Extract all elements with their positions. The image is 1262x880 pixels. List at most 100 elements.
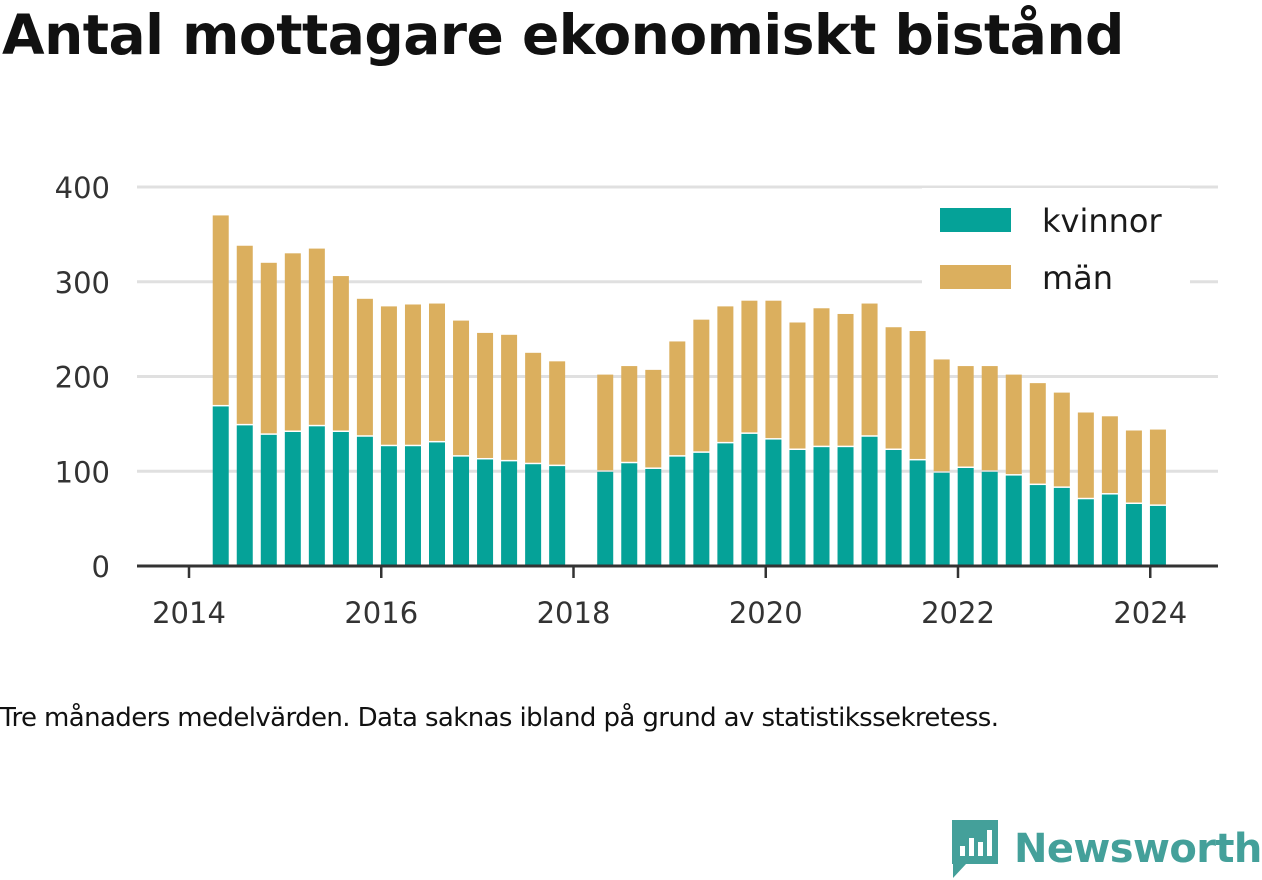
bar-man (236, 245, 253, 424)
bar-kvinnor (1005, 475, 1022, 566)
bar-man (501, 334, 518, 460)
bar-man (1005, 374, 1022, 475)
bar-man (741, 300, 758, 433)
y-tick-label: 100 (55, 455, 110, 489)
x-tick-label: 2024 (1113, 596, 1187, 630)
bar-man (669, 341, 686, 456)
bar-man (404, 304, 421, 445)
legend-swatch-man (940, 265, 1011, 289)
x-tick-label: 2018 (537, 596, 611, 630)
bar-man (693, 319, 710, 452)
bar-kvinnor (789, 450, 806, 566)
y-axis-ticks: 0 100 200 300 400 (55, 171, 110, 584)
bar-kvinnor (332, 432, 349, 566)
bar-kvinnor (236, 425, 253, 566)
bar-kvinnor (813, 447, 830, 566)
bar-kvinnor (909, 460, 926, 566)
bar-man (332, 276, 349, 431)
bar-kvinnor (645, 468, 662, 566)
bar-kvinnor (429, 442, 446, 566)
bar-kvinnor (308, 426, 325, 566)
bar-man (789, 322, 806, 449)
newsworthy-logo-icon (952, 820, 998, 878)
x-tick-label: 2020 (729, 596, 803, 630)
bar-kvinnor (284, 432, 301, 566)
bar-kvinnor (260, 434, 277, 566)
bar-man (837, 313, 854, 446)
bar-kvinnor (933, 472, 950, 566)
brand-name: Newsworthy (1014, 826, 1262, 872)
bar-kvinnor (861, 436, 878, 566)
stacked-bar-chart: 0 100 200 300 400 2014 2016 2018 2020 2022 2024 k… (55, 171, 1218, 630)
legend-label-kvinnor: kvinnor (1042, 202, 1163, 240)
bar-kvinnor (885, 450, 902, 566)
bar-man (909, 331, 926, 459)
bar-kvinnor (404, 446, 421, 566)
bar-man (981, 366, 998, 471)
bar-man (1029, 383, 1046, 484)
bar-kvinnor (525, 464, 542, 566)
bar-man (1149, 429, 1166, 505)
x-tick-label: 2016 (344, 596, 418, 630)
bar-man (212, 215, 229, 405)
bar-kvinnor (1101, 494, 1118, 566)
x-tick-label: 2022 (921, 596, 995, 630)
bar-kvinnor (1029, 485, 1046, 566)
bar-kvinnor (212, 406, 229, 566)
bar-man (356, 298, 373, 436)
chart-caption: Tre månaders medelvärden. Data saknas ib… (0, 703, 999, 733)
bar-man (933, 359, 950, 472)
legend: kvinnor män (922, 188, 1190, 312)
bar-man (380, 306, 397, 445)
bar-kvinnor (1077, 499, 1094, 566)
bar-kvinnor (981, 471, 998, 566)
bar-kvinnor (621, 463, 638, 566)
legend-label-man: män (1042, 259, 1113, 297)
bar-kvinnor (356, 436, 373, 566)
bar-man (429, 303, 446, 441)
y-tick-label: 300 (55, 266, 110, 300)
bar-man (645, 369, 662, 468)
bar-man (549, 361, 566, 465)
y-tick-label: 200 (55, 361, 110, 395)
bar-kvinnor (1053, 487, 1070, 566)
bar-man (597, 374, 614, 471)
bar-kvinnor (501, 461, 518, 566)
bars (212, 215, 1166, 566)
bar-kvinnor (453, 456, 470, 566)
bar-man (477, 332, 494, 458)
bar-man (861, 303, 878, 436)
bar-kvinnor (380, 446, 397, 566)
bar-kvinnor (837, 447, 854, 566)
bar-kvinnor (741, 433, 758, 566)
bar-man (260, 262, 277, 434)
y-tick-label: 0 (92, 550, 110, 584)
x-tick-label: 2014 (152, 596, 226, 630)
y-tick-label: 400 (55, 171, 110, 205)
bar-kvinnor (693, 452, 710, 566)
bar-kvinnor (1149, 505, 1166, 566)
bar-man (1125, 430, 1142, 503)
bar-man (885, 327, 902, 449)
bar-man (308, 248, 325, 425)
bar-kvinnor (765, 439, 782, 566)
legend-swatch-kvinnor (940, 208, 1011, 232)
brand-logo: Newsworthy (950, 818, 1262, 880)
bar-man (813, 308, 830, 446)
bar-kvinnor (717, 443, 734, 566)
bar-kvinnor (957, 468, 974, 566)
bar-kvinnor (1125, 504, 1142, 566)
bar-kvinnor (477, 459, 494, 566)
bar-man (525, 352, 542, 463)
x-axis: 2014 2016 2018 2020 2022 2024 (137, 564, 1218, 630)
bar-kvinnor (549, 466, 566, 566)
bar-man (1101, 416, 1118, 494)
bar-man (1053, 392, 1070, 487)
bar-man (765, 300, 782, 439)
bar-man (717, 306, 734, 442)
bar-man (453, 320, 470, 456)
bar-man (284, 253, 301, 431)
bar-kvinnor (597, 471, 614, 566)
bar-man (1077, 412, 1094, 498)
bar-man (957, 366, 974, 467)
